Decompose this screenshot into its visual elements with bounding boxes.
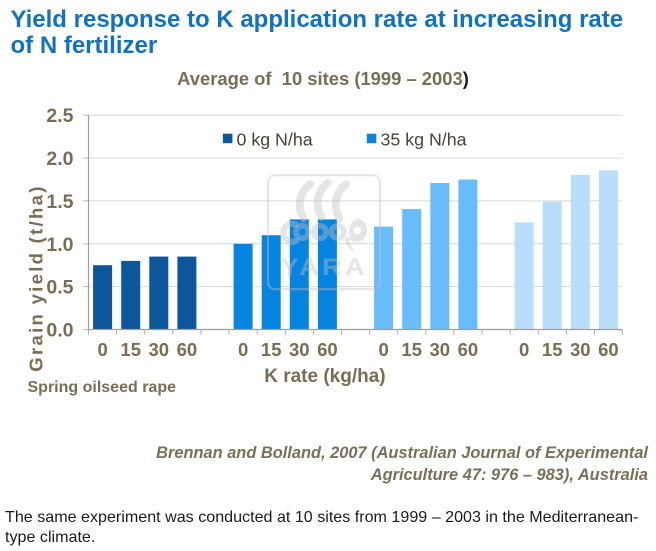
svg-text:2.0: 2.0 <box>46 148 73 170</box>
svg-text:Grain yield (t/ha): Grain yield (t/ha) <box>26 184 47 371</box>
svg-text:15: 15 <box>120 339 141 360</box>
svg-text:1.5: 1.5 <box>46 191 73 213</box>
svg-text:60: 60 <box>458 339 479 360</box>
svg-text:of N fertilizer: of N fertilizer <box>11 32 158 59</box>
svg-text:30: 30 <box>289 339 310 360</box>
svg-text:Average of 10 sites (1999 – 2: Average of 10 sites (1999 – 2003) <box>177 68 469 89</box>
svg-text:2.5: 2.5 <box>46 105 73 127</box>
svg-text:The same experiment was conduc: The same experiment was conducted at 10 … <box>5 508 638 526</box>
svg-text:0.0: 0.0 <box>46 320 73 342</box>
svg-text:K rate (kg/ha): K rate (kg/ha) <box>264 366 385 387</box>
svg-text:1.0: 1.0 <box>46 234 73 256</box>
svg-text:0: 0 <box>97 339 107 360</box>
svg-text:Agriculture 47: 976 – 983), Au: Agriculture 47: 976 – 983), Australia <box>370 466 648 484</box>
svg-text:Yield response to K applicatio: Yield response to K application rate at … <box>11 6 624 33</box>
svg-text:15: 15 <box>542 339 563 360</box>
svg-text:60: 60 <box>177 339 198 360</box>
svg-text:35 kg N/ha: 35 kg N/ha <box>381 130 467 150</box>
svg-text:0: 0 <box>238 339 248 360</box>
svg-text:0 kg N/ha: 0 kg N/ha <box>237 130 313 150</box>
svg-text:60: 60 <box>598 339 619 360</box>
svg-text:30: 30 <box>430 339 451 360</box>
svg-text:Brennan and Bolland, 2007 (Aus: Brennan and Bolland, 2007 (Australian Jo… <box>156 444 648 462</box>
svg-text:Spring oilseed rape: Spring oilseed rape <box>28 379 177 396</box>
svg-text:15: 15 <box>401 339 422 360</box>
svg-text:30: 30 <box>570 339 591 360</box>
svg-text:60: 60 <box>317 339 338 360</box>
svg-text:type climate.: type climate. <box>5 528 95 546</box>
svg-text:0: 0 <box>378 339 388 360</box>
svg-text:30: 30 <box>149 339 170 360</box>
svg-text:15: 15 <box>261 339 282 360</box>
svg-text:YARA: YARA <box>280 254 367 280</box>
svg-text:0.5: 0.5 <box>46 277 73 299</box>
svg-text:0: 0 <box>519 339 529 360</box>
